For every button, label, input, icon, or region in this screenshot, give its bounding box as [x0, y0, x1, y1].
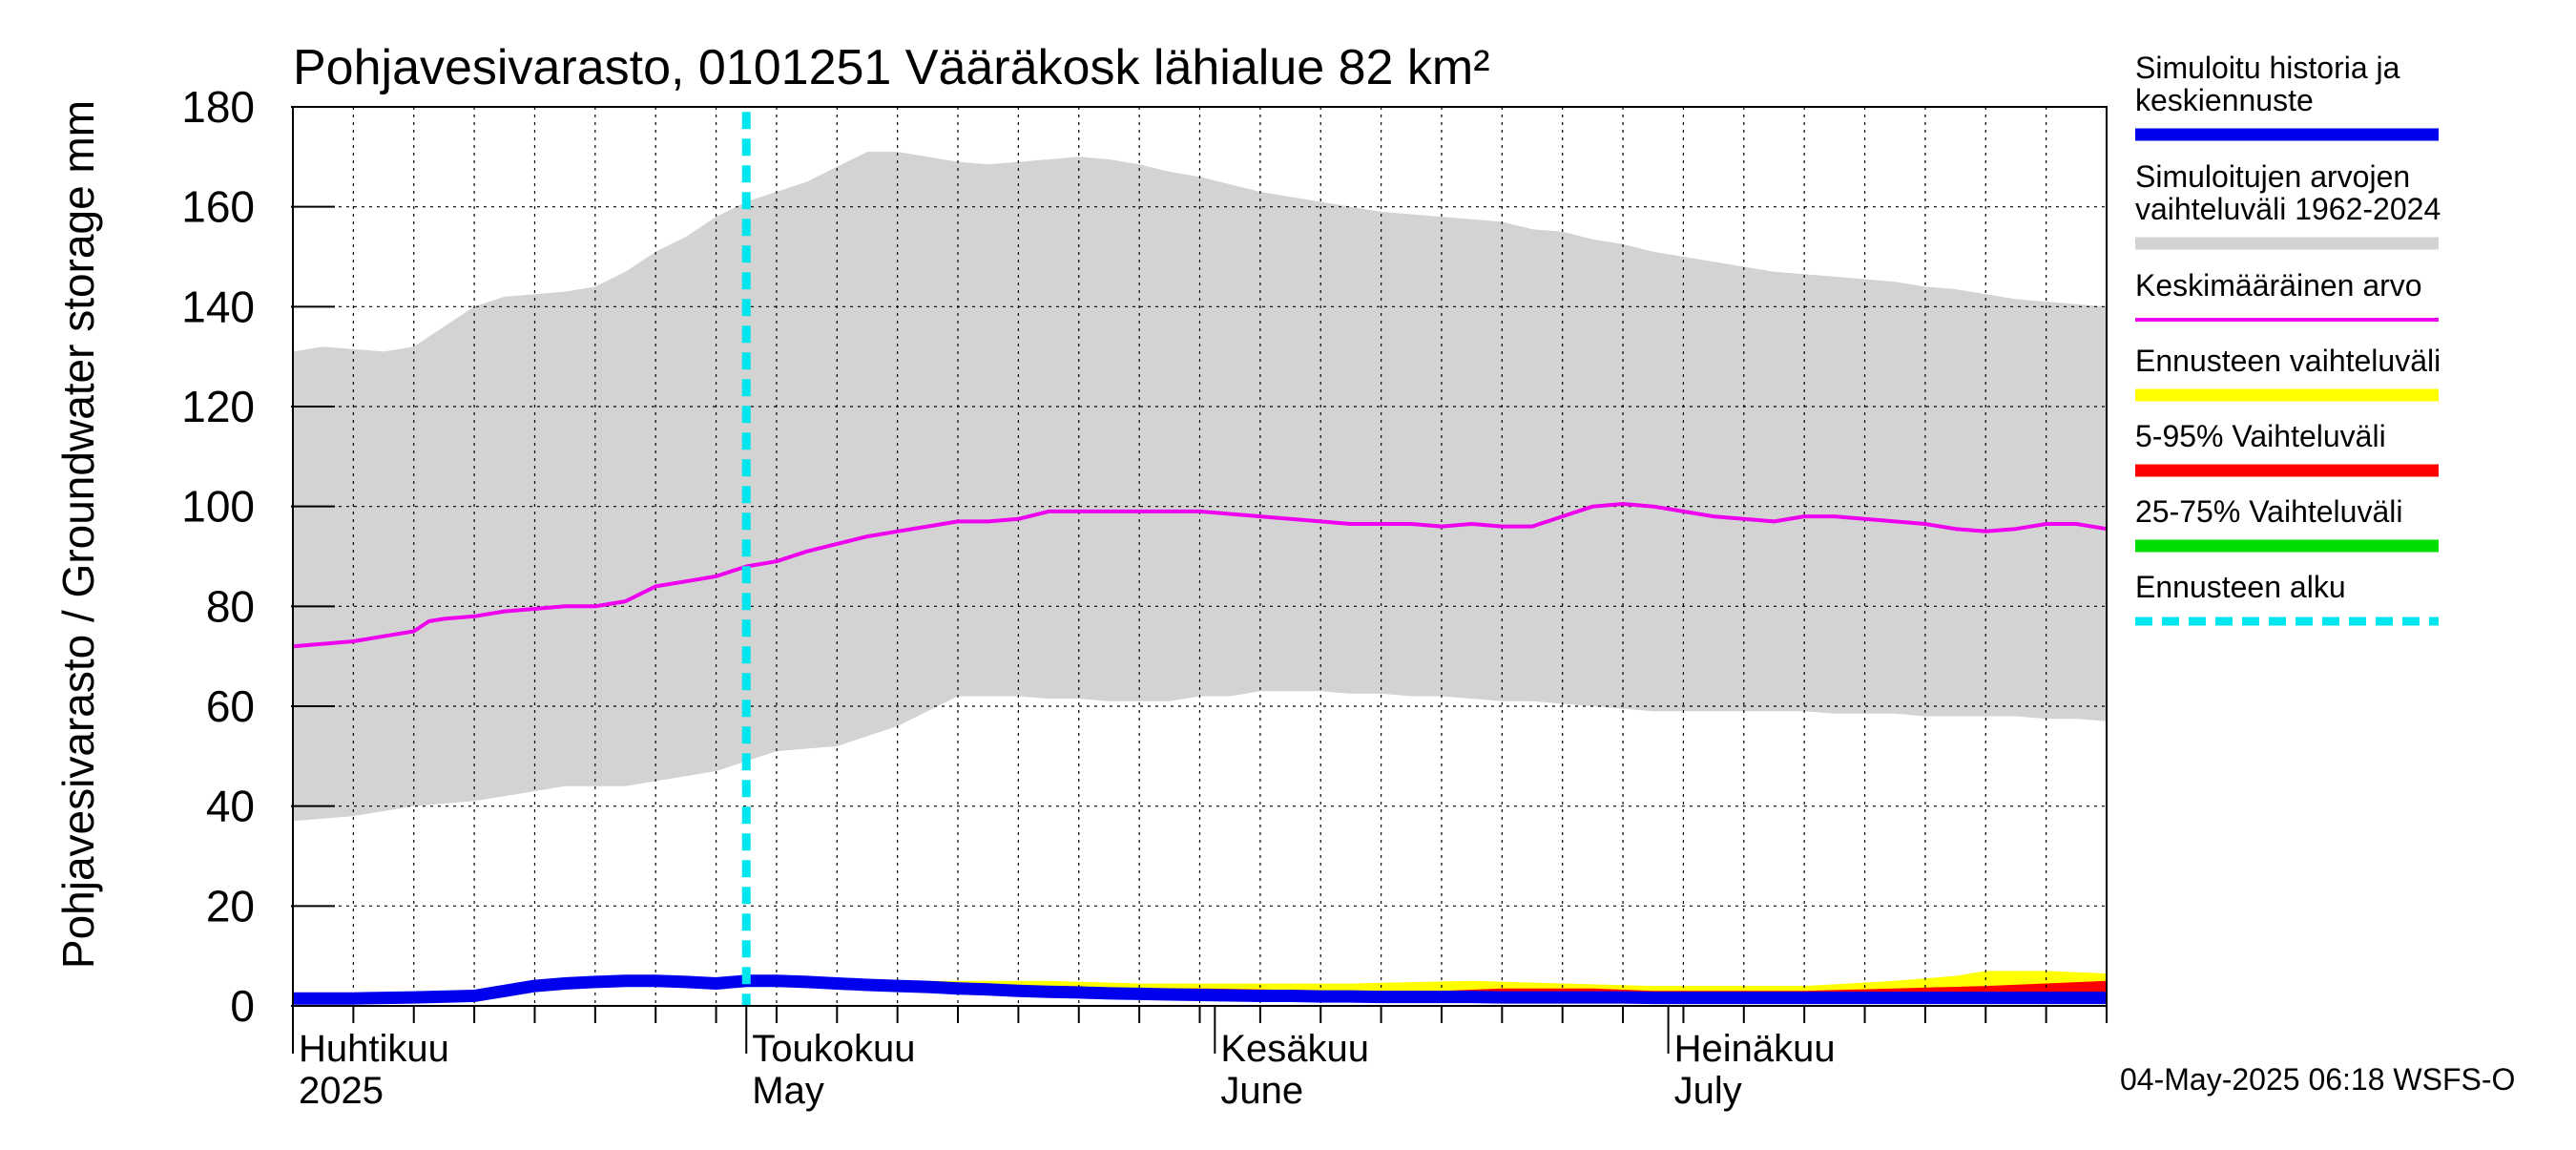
y-tick-label: 80: [206, 581, 255, 631]
legend-label: Keskimääräinen arvo: [2135, 268, 2422, 303]
legend-label: Ennusteen alku: [2135, 570, 2346, 604]
x-month-sublabel: 2025: [299, 1070, 384, 1112]
x-month-label: Heinäkuu: [1674, 1028, 1836, 1070]
x-month-sublabel: July: [1674, 1070, 1742, 1112]
x-month-sublabel: June: [1220, 1070, 1303, 1112]
x-month-label: Toukokuu: [752, 1028, 915, 1070]
y-tick-label: 100: [181, 482, 255, 532]
chart-title: Pohjavesivarasto, 0101251 Vääräkosk lähi…: [293, 40, 1490, 95]
y-axis-label: Pohjavesivarasto / Groundwater storage m…: [53, 100, 103, 969]
x-month-label: Huhtikuu: [299, 1028, 449, 1070]
y-tick-label: 0: [230, 981, 255, 1031]
data-lines: [292, 112, 2108, 1006]
legend-label: vaihteluväli 1962-2024: [2135, 192, 2441, 226]
legend-label: Simuloitujen arvojen: [2135, 159, 2410, 194]
x-month-sublabel: May: [752, 1070, 824, 1112]
line-simuloitu-historia-ja-keskiennuste: [293, 974, 2107, 1005]
legend-label: 25-75% Vaihteluväli: [2135, 494, 2402, 529]
legend-label: 5-95% Vaihteluväli: [2135, 419, 2386, 453]
legend-label: keskiennuste: [2135, 83, 2314, 117]
legend-label: Simuloitu historia ja: [2135, 51, 2400, 85]
y-tick-label: 120: [181, 382, 255, 431]
timestamp-footer: 04-May-2025 06:18 WSFS-O: [2120, 1062, 2515, 1097]
y-tick-label: 180: [181, 82, 255, 132]
x-month-label: Kesäkuu: [1220, 1028, 1369, 1070]
line-keskim-r-inen-arvo: [292, 502, 2108, 649]
y-tick-label: 60: [206, 681, 255, 731]
y-tick-label: 140: [181, 282, 255, 331]
y-tick-label: 40: [206, 782, 255, 831]
grid-lines: [293, 106, 2107, 1006]
y-tick-label: 160: [181, 182, 255, 232]
legend-label: Ennusteen vaihteluväli: [2135, 344, 2441, 378]
y-tick-label: 20: [206, 881, 255, 930]
